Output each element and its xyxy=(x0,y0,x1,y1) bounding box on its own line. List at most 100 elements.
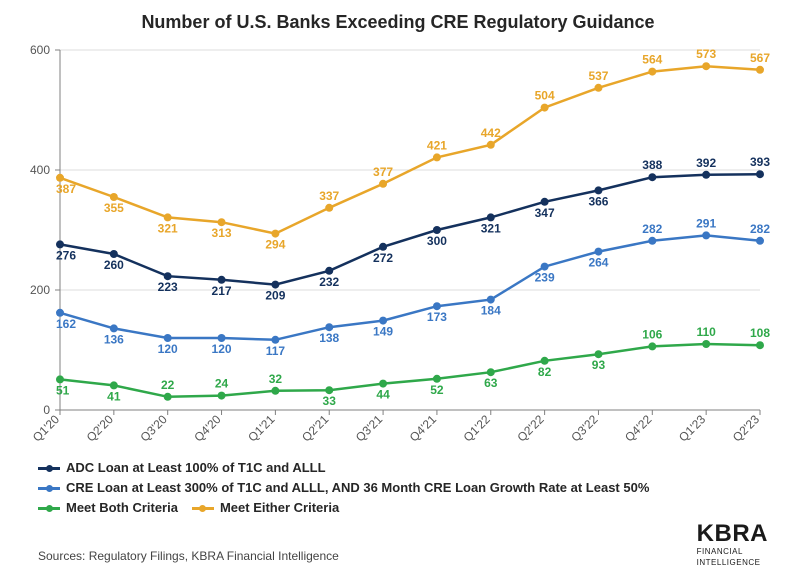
series-marker-adc xyxy=(379,243,387,251)
x-tick-label: Q1'21 xyxy=(245,412,278,445)
series-value-label-cre: 173 xyxy=(427,310,447,324)
legend-swatch xyxy=(38,507,60,510)
series-marker-adc xyxy=(164,272,172,280)
series-value-label-cre: 282 xyxy=(642,222,662,236)
series-value-label-both: 63 xyxy=(484,376,498,390)
series-value-label-both: 106 xyxy=(642,327,662,341)
series-marker-either xyxy=(164,213,172,221)
chart-container: Number of U.S. Banks Exceeding CRE Regul… xyxy=(0,0,796,575)
series-marker-both xyxy=(433,375,441,383)
series-marker-cre xyxy=(56,309,64,317)
series-marker-either xyxy=(271,230,279,238)
series-marker-cre xyxy=(433,302,441,310)
chart-sources: Sources: Regulatory Filings, KBRA Financ… xyxy=(38,549,339,563)
series-value-label-both: 51 xyxy=(56,383,70,397)
series-marker-both xyxy=(594,350,602,358)
series-value-label-cre: 120 xyxy=(212,342,232,356)
series-value-label-either: 504 xyxy=(535,89,555,103)
series-marker-both xyxy=(487,368,495,376)
chart-title: Number of U.S. Banks Exceeding CRE Regul… xyxy=(0,12,796,33)
series-value-label-both: 93 xyxy=(592,358,606,372)
series-marker-adc xyxy=(110,250,118,258)
series-value-label-both: 82 xyxy=(538,365,552,379)
series-value-label-both: 52 xyxy=(430,383,444,397)
series-value-label-either: 377 xyxy=(373,165,393,179)
series-value-label-adc: 272 xyxy=(373,251,393,265)
series-value-label-either: 564 xyxy=(642,53,662,67)
series-marker-adc xyxy=(756,170,764,178)
series-value-label-either: 567 xyxy=(750,51,770,65)
series-value-label-cre: 149 xyxy=(373,325,393,339)
x-tick-label: Q2'20 xyxy=(84,412,117,445)
series-marker-adc xyxy=(218,276,226,284)
series-value-label-adc: 232 xyxy=(319,275,339,289)
series-value-label-cre: 264 xyxy=(588,256,608,270)
series-value-label-cre: 117 xyxy=(266,344,286,358)
series-marker-either xyxy=(433,153,441,161)
series-marker-either xyxy=(325,204,333,212)
series-value-label-either: 313 xyxy=(212,226,232,240)
series-marker-cre xyxy=(756,237,764,245)
series-value-label-adc: 209 xyxy=(265,289,285,303)
x-tick-label: Q4'21 xyxy=(407,412,440,445)
series-value-label-adc: 392 xyxy=(696,156,716,170)
series-value-label-cre: 282 xyxy=(750,222,770,236)
series-value-label-adc: 393 xyxy=(750,155,770,169)
series-marker-either xyxy=(379,180,387,188)
series-line-either xyxy=(60,66,760,233)
series-value-label-cre: 239 xyxy=(535,271,555,285)
y-tick-label: 400 xyxy=(30,163,50,177)
legend-label: Meet Both Criteria xyxy=(66,498,178,518)
series-marker-cre xyxy=(379,317,387,325)
x-tick-label: Q1'23 xyxy=(676,412,709,445)
series-marker-either xyxy=(756,66,764,74)
series-marker-adc xyxy=(541,198,549,206)
series-value-label-either: 321 xyxy=(158,221,178,235)
kbra-logo-main: KBRA xyxy=(697,522,768,546)
series-marker-both xyxy=(648,342,656,350)
series-marker-cre xyxy=(164,334,172,342)
series-marker-both xyxy=(271,387,279,395)
series-marker-cre xyxy=(110,324,118,332)
legend-label: CRE Loan at Least 300% of T1C and ALLL, … xyxy=(66,478,649,498)
series-value-label-either: 537 xyxy=(588,69,608,83)
series-marker-adc xyxy=(56,240,64,248)
series-marker-both xyxy=(110,381,118,389)
series-value-label-cre: 138 xyxy=(319,331,339,345)
series-value-label-both: 41 xyxy=(107,389,121,403)
x-tick-label: Q3'22 xyxy=(568,412,601,445)
series-marker-adc xyxy=(487,213,495,221)
series-marker-cre xyxy=(702,231,710,239)
legend-row: Meet Both Criteria Meet Either Criteria xyxy=(38,498,663,518)
kbra-logo-sub1: FINANCIAL xyxy=(697,548,768,556)
series-value-label-either: 421 xyxy=(427,138,447,152)
series-value-label-adc: 347 xyxy=(535,206,555,220)
series-marker-both xyxy=(56,375,64,383)
series-value-label-both: 24 xyxy=(215,377,229,391)
legend-item-both: Meet Both Criteria xyxy=(38,498,178,518)
series-marker-either xyxy=(648,68,656,76)
legend-item-cre: CRE Loan at Least 300% of T1C and ALLL, … xyxy=(38,478,649,498)
legend-item-either: Meet Either Criteria xyxy=(192,498,339,518)
series-value-label-both: 108 xyxy=(750,326,770,340)
series-value-label-adc: 217 xyxy=(212,284,232,298)
series-value-label-either: 337 xyxy=(319,189,339,203)
series-marker-adc xyxy=(594,186,602,194)
series-marker-either xyxy=(487,141,495,149)
y-tick-label: 200 xyxy=(30,283,50,297)
series-value-label-adc: 260 xyxy=(104,258,124,272)
series-marker-adc xyxy=(648,173,656,181)
series-value-label-either: 573 xyxy=(696,47,716,61)
legend-swatch xyxy=(192,507,214,510)
kbra-logo: KBRA FINANCIAL INTELLIGENCE xyxy=(697,522,768,567)
legend-swatch xyxy=(38,487,60,490)
series-value-label-adc: 223 xyxy=(158,280,178,294)
series-value-label-both: 110 xyxy=(696,325,716,339)
chart-legend: ADC Loan at Least 100% of T1C and ALLLCR… xyxy=(38,458,663,518)
series-value-label-cre: 291 xyxy=(696,216,716,230)
series-value-label-adc: 388 xyxy=(642,158,662,172)
legend-row: CRE Loan at Least 300% of T1C and ALLL, … xyxy=(38,478,663,498)
series-marker-either xyxy=(702,62,710,70)
legend-swatch xyxy=(38,467,60,470)
series-marker-both xyxy=(541,357,549,365)
